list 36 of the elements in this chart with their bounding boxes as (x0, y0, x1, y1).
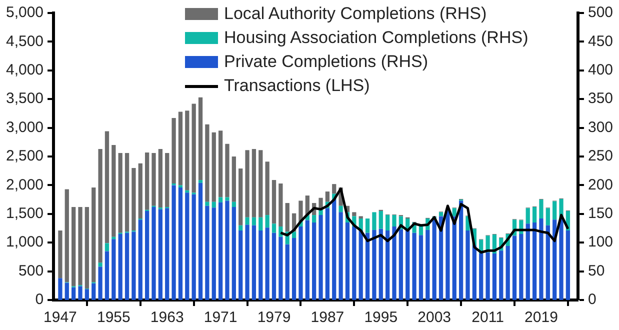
y2-tick-label: 0 (588, 291, 596, 308)
x-tick-label: 1987 (310, 309, 344, 326)
x-tick-label: 2011 (472, 309, 504, 326)
x-tick-label: 1963 (150, 309, 184, 326)
y2-tick-label: 150 (588, 205, 614, 222)
y-tick-label: 1,000 (6, 234, 44, 251)
y2-tick-label: 100 (588, 234, 614, 251)
legend-label: Local Authority Completions (RHS) (224, 3, 487, 25)
legend-label: Housing Association Completions (RHS) (224, 27, 528, 49)
y-tick-label: 3,500 (6, 90, 44, 108)
legend-label: Transactions (LHS) (224, 75, 370, 97)
legend-label: Private Completions (RHS) (224, 51, 428, 73)
y2-tick-label: 300 (588, 118, 614, 136)
x-tick-label: 1995 (364, 309, 398, 326)
y2-tick-label: 200 (588, 176, 614, 194)
x-tick-label: 1979 (257, 309, 291, 326)
y2-tick-label: 50 (588, 262, 605, 280)
y-tick-label: 3,000 (6, 118, 44, 136)
x-tick-label: 1971 (204, 309, 238, 326)
y-tick-label: 4,000 (6, 62, 44, 79)
y2-tick-label: 350 (588, 90, 614, 108)
y2-tick-label: 500 (588, 4, 614, 22)
y-tick-label: 4,500 (6, 32, 44, 50)
x-tick-label: 1947 (44, 309, 77, 326)
x-tick-label: 2019 (524, 309, 558, 326)
y2-tick-label: 450 (588, 32, 614, 50)
x-tick-label: 2003 (418, 309, 452, 326)
y-tick-label: 500 (18, 262, 44, 280)
y2-tick-label: 250 (588, 148, 614, 165)
y-tick-label: 2,500 (6, 148, 44, 165)
y2-tick-label: 400 (588, 62, 614, 79)
x-tick-label: 1955 (96, 309, 130, 326)
y-tick-label: 2,000 (6, 176, 44, 194)
y-tick-label: 0 (35, 291, 44, 308)
y-tick-label: 5,000 (6, 4, 44, 22)
y-tick-label: 1,500 (6, 205, 44, 222)
